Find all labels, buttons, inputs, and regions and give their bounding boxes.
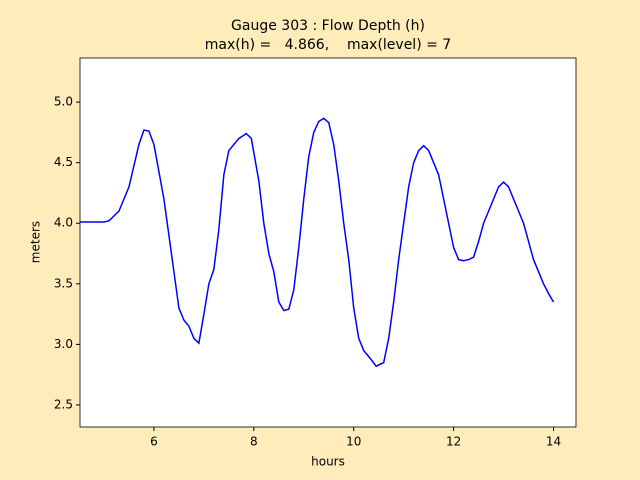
y-tick-label: 2.5 [54, 397, 73, 411]
x-tick-label: 12 [446, 435, 461, 449]
x-tick-label: 14 [546, 435, 561, 449]
y-tick-label: 4.5 [54, 155, 73, 169]
y-tick-label: 3.5 [54, 276, 73, 290]
x-tick-label: 6 [150, 435, 158, 449]
y-axis-label: meters [29, 221, 43, 263]
chart-title: Gauge 303 : Flow Depth (h) [231, 18, 425, 34]
y-tick-label: 3.0 [54, 337, 73, 351]
x-axis-label: hours [311, 455, 345, 469]
y-tick-label: 4.0 [54, 216, 73, 230]
y-tick-label: 5.0 [54, 95, 73, 109]
data-line [80, 117, 555, 368]
plot-frame [79, 57, 577, 428]
x-tick-label: 8 [250, 435, 258, 449]
plot-area [80, 58, 576, 427]
chart-subtitle: max(h) = 4.866, max(level) = 7 [205, 37, 451, 53]
x-tick-label: 10 [346, 435, 361, 449]
